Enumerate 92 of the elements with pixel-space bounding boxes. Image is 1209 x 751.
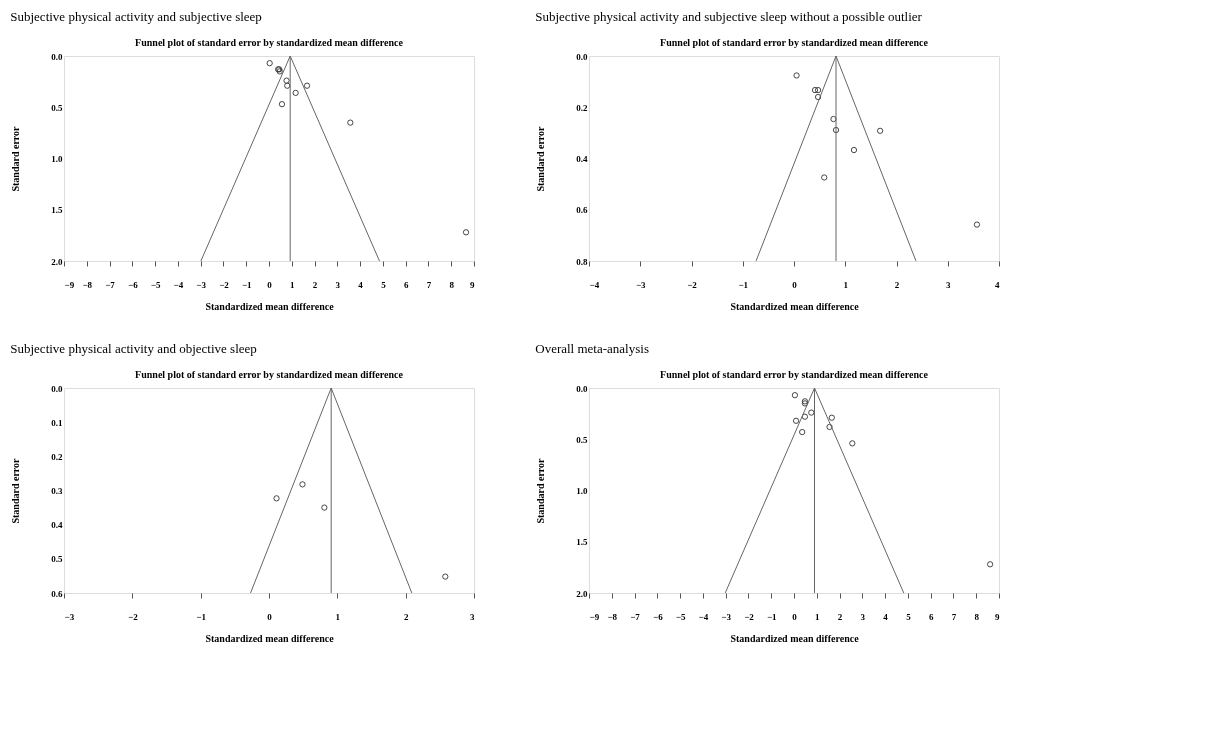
x-tick-label: −4 bbox=[589, 279, 600, 290]
x-tick-label: 9 bbox=[995, 611, 1000, 622]
chart-title: Overall meta-analysis bbox=[535, 340, 649, 356]
x-tick-label: 0 bbox=[792, 611, 798, 622]
x-tick-label: −9 bbox=[589, 611, 600, 622]
x-tick-label: 4 bbox=[358, 279, 364, 290]
x-tick-label: 7 bbox=[951, 611, 957, 622]
y-tick-label: 0.5 bbox=[51, 554, 63, 565]
x-tick-label: 8 bbox=[974, 611, 980, 622]
x-tick-label: −9 bbox=[64, 279, 75, 290]
chart-subtitle: Funnel plot of standard error by standardized mean difference bbox=[660, 369, 929, 380]
chart-subtitle: Funnel plot of standard error by standardized mean difference bbox=[135, 37, 404, 48]
x-tick-label: −4 bbox=[173, 279, 184, 290]
y-tick-label: 1.5 bbox=[576, 537, 588, 548]
x-tick-label: 1 bbox=[815, 611, 821, 622]
x-tick-label: −2 bbox=[687, 279, 698, 290]
x-tick-label: −2 bbox=[128, 611, 139, 622]
chart-subtitle: Funnel plot of standard error by standardized mean difference bbox=[660, 37, 929, 48]
x-tick-label: 5 bbox=[906, 611, 912, 622]
chart-title: Subjective physical activity and subjective sleep bbox=[10, 8, 262, 24]
x-tick-label: 1 bbox=[843, 279, 849, 290]
x-tick-label: 7 bbox=[426, 279, 432, 290]
x-tick-label: −3 bbox=[635, 279, 647, 290]
y-tick-label: 0.2 bbox=[51, 451, 63, 462]
x-tick-label: −7 bbox=[105, 279, 116, 290]
x-tick-label: 8 bbox=[449, 279, 455, 290]
y-axis-title: Standard error bbox=[535, 125, 547, 192]
x-tick-label: 0 bbox=[267, 279, 273, 290]
y-tick-label: 2.0 bbox=[51, 256, 63, 267]
x-tick-label: 1 bbox=[335, 611, 341, 622]
x-tick-label: 2 bbox=[894, 279, 900, 290]
x-tick-label: −3 bbox=[721, 611, 732, 622]
x-tick-label: −2 bbox=[219, 279, 230, 290]
x-tick-label: −4 bbox=[698, 611, 709, 622]
x-tick-label: −1 bbox=[196, 611, 207, 622]
x-tick-label: −1 bbox=[241, 279, 253, 290]
y-tick-label: 0.8 bbox=[576, 256, 588, 267]
y-tick-label: 2.0 bbox=[576, 588, 588, 599]
x-tick-label: 6 bbox=[928, 611, 934, 622]
x-tick-label: 3 bbox=[470, 611, 475, 622]
x-tick-label: 3 bbox=[860, 611, 866, 622]
x-tick-label: 0 bbox=[792, 279, 798, 290]
x-tick-label: 2 bbox=[403, 611, 409, 622]
y-tick-label: 0.4 bbox=[51, 520, 63, 531]
x-tick-label: −1 bbox=[738, 279, 749, 290]
x-tick-label: −6 bbox=[653, 611, 664, 622]
x-axis-title: Standardized mean difference bbox=[730, 300, 860, 312]
y-tick-label: 0.0 bbox=[576, 51, 588, 62]
y-tick-label: 0.2 bbox=[576, 102, 588, 113]
y-tick-label: 0.5 bbox=[576, 434, 588, 445]
x-tick-label: −6 bbox=[128, 279, 139, 290]
y-tick-label: 0.0 bbox=[51, 51, 63, 62]
x-tick-label: −3 bbox=[64, 611, 75, 622]
x-tick-label: 3 bbox=[946, 279, 951, 290]
y-tick-label: 0.4 bbox=[576, 154, 588, 164]
x-axis-title: Standardized mean difference bbox=[730, 632, 860, 644]
x-tick-label: −3 bbox=[196, 279, 207, 290]
y-tick-label: 0.0 bbox=[51, 383, 63, 394]
x-tick-label: 3 bbox=[335, 279, 341, 290]
y-tick-label: 0.5 bbox=[51, 102, 63, 113]
y-tick-label: 1.0 bbox=[51, 154, 63, 164]
x-tick-label: 6 bbox=[403, 279, 409, 290]
x-tick-label: 9 bbox=[470, 279, 475, 290]
x-tick-label: 0 bbox=[267, 611, 273, 622]
y-axis-title: Standard error bbox=[535, 457, 547, 524]
chart-title: Subjective physical activity and subjective sleep without a possible outlier bbox=[535, 8, 923, 24]
x-tick-label: −2 bbox=[744, 611, 755, 622]
x-tick-label: 1 bbox=[290, 279, 296, 290]
x-tick-label: 4 bbox=[995, 279, 1000, 290]
x-tick-label: 5 bbox=[381, 279, 387, 290]
x-tick-label: −8 bbox=[607, 611, 618, 622]
y-tick-label: 0.0 bbox=[576, 383, 588, 394]
x-tick-label: 2 bbox=[312, 279, 318, 290]
y-tick-label: 1.5 bbox=[51, 205, 63, 216]
y-tick-label: 0.1 bbox=[51, 417, 63, 428]
x-axis-title: Standardized mean difference bbox=[205, 632, 335, 644]
chart-title: Subjective physical activity and objective sleep bbox=[10, 340, 257, 356]
x-tick-label: 4 bbox=[883, 611, 889, 622]
x-tick-label: 2 bbox=[837, 611, 843, 622]
x-tick-label: −7 bbox=[630, 611, 641, 622]
x-tick-label: −8 bbox=[82, 279, 93, 290]
y-tick-label: 1.0 bbox=[576, 486, 588, 496]
y-axis-title: Standard error bbox=[10, 457, 22, 524]
y-axis-title: Standard error bbox=[10, 125, 22, 192]
y-tick-label: 0.6 bbox=[51, 588, 63, 599]
x-axis-title: Standardized mean difference bbox=[205, 300, 335, 312]
x-tick-label: −5 bbox=[675, 611, 686, 622]
y-tick-label: 0.6 bbox=[576, 205, 588, 216]
y-tick-label: 0.3 bbox=[51, 486, 63, 496]
x-tick-label: −5 bbox=[150, 279, 161, 290]
chart-subtitle: Funnel plot of standard error by standardized mean difference bbox=[135, 369, 404, 380]
x-tick-label: −1 bbox=[766, 611, 778, 622]
